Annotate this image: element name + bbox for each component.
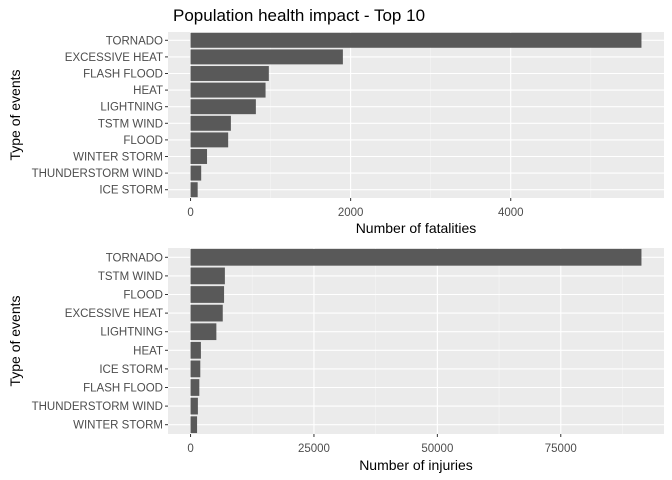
bar [190,149,208,164]
bar [190,182,198,198]
y-tick-label: ICE STORM [99,364,163,376]
bar [190,248,642,266]
bar [190,49,343,65]
y-tick-label: TORNADO [106,252,163,264]
y-tick-label: FLOOD [123,290,163,302]
panel-background [168,248,664,434]
x-tick-label: 0 [187,443,193,455]
bar [190,286,225,303]
bar [190,416,198,434]
y-tick-label: EXCESSIVE HEAT [65,308,163,320]
x-tick-label: 2000 [338,207,364,219]
y-tick-label: LIGHTNING [100,327,163,339]
bar [190,397,198,415]
bar [190,267,225,285]
y-tick-label: FLOOD [123,135,163,147]
y-axis-title: Type of events [7,295,23,386]
x-tick-label: 50000 [421,443,453,455]
y-tick-label: TSTM WIND [98,118,163,130]
y-tick-label: WINTER STORM [73,152,163,164]
x-tick-label: 0 [187,207,193,219]
y-tick-label: ICE STORM [99,185,163,197]
x-tick-label: 25000 [298,443,330,455]
y-tick-label: THUNDERSTORM WIND [32,401,163,413]
y-tick-label: FLASH FLOOD [83,69,163,81]
x-tick-label: 4000 [498,207,524,219]
bar [190,379,200,396]
bar [190,341,201,359]
bar [190,115,231,131]
bar [190,323,217,341]
chart-title: Population health impact - Top 10 [173,6,426,25]
x-axis-title: Number of injuries [359,457,473,473]
x-axis-title: Number of fatalities [356,220,477,236]
y-tick-label: HEAT [133,85,163,97]
y-tick-label: FLASH FLOOD [83,383,163,395]
bar [190,165,202,181]
y-tick-label: LIGHTNING [100,102,163,114]
x-tick-label: 75000 [545,443,577,455]
y-axis-title: Type of events [7,69,23,160]
bar [190,82,266,98]
bar [190,99,256,115]
bar [190,32,642,48]
bar [190,132,229,148]
bar [190,304,223,322]
y-tick-label: EXCESSIVE HEAT [65,52,163,64]
y-tick-label: THUNDERSTORM WIND [32,168,163,180]
y-tick-label: HEAT [133,345,163,357]
y-tick-label: WINTER STORM [73,420,163,432]
bar [190,360,201,378]
bar [190,66,269,81]
y-tick-label: TORNADO [106,35,163,47]
y-tick-label: TSTM WIND [98,271,163,283]
